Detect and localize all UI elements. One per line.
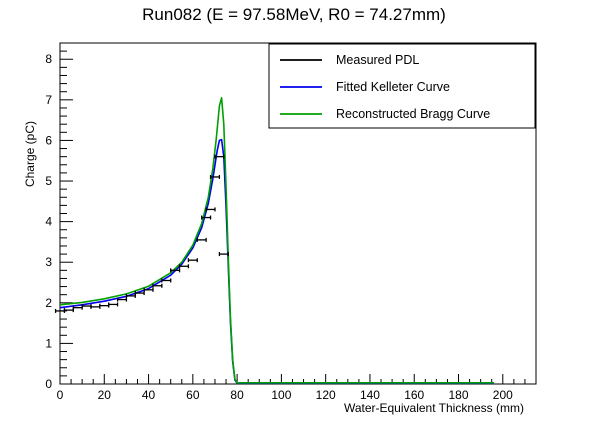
data-point (214, 154, 225, 159)
series-line-fitted-kelleter-curve (59, 138, 494, 385)
data-point (161, 278, 172, 283)
data-point (108, 302, 119, 307)
x-tick-label: 60 (186, 388, 200, 402)
data-point (218, 252, 229, 257)
data-point (63, 308, 74, 313)
x-tick-label: 40 (142, 388, 156, 402)
x-tick-label: 140 (360, 388, 380, 402)
y-tick-label: 1 (45, 336, 52, 350)
data-point (187, 258, 198, 263)
data-point (170, 268, 181, 273)
data-point (99, 303, 110, 308)
x-axis-label: Water-Equivalent Thickness (mm) (344, 401, 524, 415)
x-tick-label: 120 (316, 388, 336, 402)
y-tick-label: 4 (45, 215, 52, 229)
legend-label: Reconstructed Bragg Curve (336, 107, 490, 121)
y-tick-label: 5 (45, 174, 52, 188)
y-tick-label: 3 (45, 255, 52, 269)
data-point (152, 283, 163, 288)
data-point (178, 264, 190, 269)
x-tick-label: 180 (448, 388, 468, 402)
chart-title: Run082 (E = 97.58MeV, R0 = 74.27mm) (142, 5, 446, 24)
legend-label: Fitted Kelleter Curve (336, 80, 450, 94)
data-point (116, 297, 128, 302)
y-tick-label: 6 (45, 133, 52, 147)
data-point (90, 304, 101, 309)
y-axis-label: Charge (pC) (23, 121, 37, 187)
y-tick-label: 2 (45, 296, 52, 310)
x-tick-label: 20 (98, 388, 112, 402)
legend-label: Measured PDL (336, 53, 419, 67)
x-tick-label: 0 (57, 388, 64, 402)
y-tick-label: 0 (45, 377, 52, 391)
x-tick-label: 80 (230, 388, 244, 402)
data-point (201, 215, 212, 220)
x-tick-label: 200 (493, 388, 513, 402)
data-point (205, 207, 216, 212)
data-point (209, 174, 221, 179)
y-tick-label: 7 (45, 93, 52, 107)
x-tick-label: 100 (271, 388, 291, 402)
y-tick-label: 8 (45, 52, 52, 66)
x-axis: 0 20 40 60 80 100 120 140 160 180 200 (57, 374, 537, 402)
x-tick-label: 160 (404, 388, 424, 402)
data-point (196, 237, 207, 242)
data-point (143, 287, 154, 292)
legend: Measured PDL Fitted Kelleter Curve Reconst… (268, 43, 536, 129)
series-line-reconstructed-bragg-curve (59, 97, 494, 384)
y-axis: 0 1 2 3 4 5 6 7 8 (45, 42, 73, 391)
series-layer (54, 97, 494, 385)
